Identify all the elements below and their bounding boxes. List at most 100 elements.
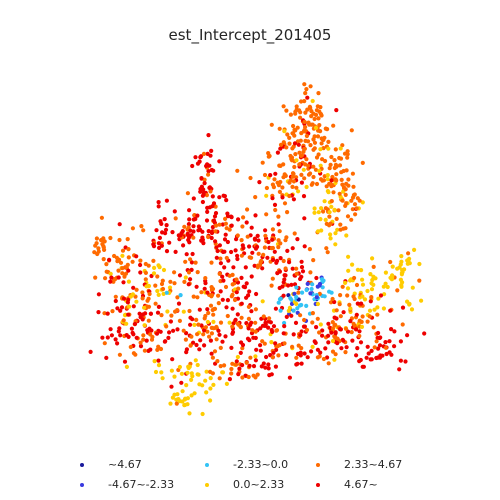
map-point — [244, 360, 249, 365]
map-point — [316, 152, 321, 157]
map-point — [371, 274, 376, 279]
map-point — [146, 318, 151, 323]
map-point — [146, 283, 152, 289]
map-point — [314, 181, 320, 187]
map-point — [349, 128, 354, 133]
map-point — [193, 155, 198, 160]
map-point — [305, 355, 310, 360]
map-point — [209, 293, 215, 298]
map-point — [334, 172, 339, 177]
map-point — [354, 312, 359, 317]
map-point — [93, 243, 98, 248]
map-point — [349, 217, 354, 222]
map-point — [170, 230, 175, 235]
map-point — [278, 256, 283, 261]
map-point — [259, 258, 264, 263]
map-point — [326, 146, 331, 151]
map-point — [378, 335, 383, 340]
map-point — [392, 329, 397, 334]
map-point — [206, 234, 211, 240]
map-point — [302, 317, 307, 323]
map-point — [253, 358, 258, 363]
map-point — [399, 272, 404, 277]
map-point — [332, 158, 337, 163]
map-point — [308, 291, 313, 296]
map-point — [187, 411, 192, 416]
map-point — [266, 362, 271, 367]
map-point — [295, 361, 300, 366]
map-point — [303, 91, 308, 96]
map-point — [323, 346, 328, 351]
map-point — [295, 237, 300, 242]
map-point — [290, 266, 295, 271]
map-point — [249, 309, 254, 314]
map-point — [240, 243, 245, 248]
map-point — [370, 277, 375, 283]
map-point — [182, 403, 187, 408]
map-point — [360, 294, 365, 299]
map-point — [156, 241, 161, 246]
map-point — [166, 335, 171, 340]
map-point — [159, 243, 164, 248]
map-point — [204, 218, 210, 223]
map-point — [208, 303, 214, 308]
map-point — [176, 301, 182, 306]
map-point — [148, 347, 153, 352]
map-point — [225, 211, 230, 216]
map-point — [218, 345, 223, 350]
map-point — [158, 219, 163, 224]
map-point — [357, 359, 362, 364]
map-point — [184, 383, 189, 388]
map-point — [204, 193, 209, 198]
map-point — [329, 330, 334, 335]
legend: ~4.67 -4.67~-2.33 -2.33~0.0 0.0~2.33 2.3… — [80, 456, 410, 496]
legend-label-5: 2.33~4.67 — [344, 458, 403, 471]
map-point — [195, 332, 200, 337]
map-point — [392, 344, 397, 349]
map-point — [201, 192, 206, 197]
map-point — [103, 276, 108, 281]
map-point — [350, 207, 355, 212]
map-point — [299, 361, 304, 366]
map-point — [290, 344, 295, 349]
map-point — [143, 270, 148, 275]
map-point — [224, 198, 229, 203]
map-point — [266, 366, 271, 371]
map-point — [189, 377, 194, 382]
map-point — [197, 307, 202, 312]
map-point — [339, 177, 344, 182]
map-point — [302, 82, 307, 87]
map-point — [290, 146, 295, 151]
map-point — [380, 353, 385, 358]
map-point — [220, 339, 225, 344]
map-point — [325, 355, 330, 360]
map-point — [254, 291, 259, 297]
map-point — [131, 351, 136, 356]
map-point — [134, 335, 139, 340]
map-point — [224, 381, 229, 386]
map-point — [291, 123, 296, 129]
map-point — [294, 266, 299, 271]
map-point — [260, 339, 265, 344]
map-point — [180, 229, 185, 234]
map-point — [260, 266, 265, 271]
map-point — [229, 294, 234, 299]
map-point — [123, 265, 128, 270]
map-point — [155, 274, 160, 279]
map-point — [299, 265, 305, 270]
map-point — [308, 143, 313, 148]
map-point — [255, 263, 261, 268]
map-point — [366, 351, 371, 356]
map-point — [367, 308, 373, 313]
map-point — [281, 175, 286, 180]
map-point — [155, 310, 161, 315]
map-point — [131, 285, 136, 290]
map-point — [214, 244, 219, 250]
map-point — [265, 255, 270, 260]
map-point — [345, 214, 351, 219]
map-point — [126, 268, 131, 273]
map-point — [147, 291, 152, 297]
map-point — [235, 321, 240, 326]
map-point — [304, 133, 309, 139]
map-point — [287, 141, 292, 146]
